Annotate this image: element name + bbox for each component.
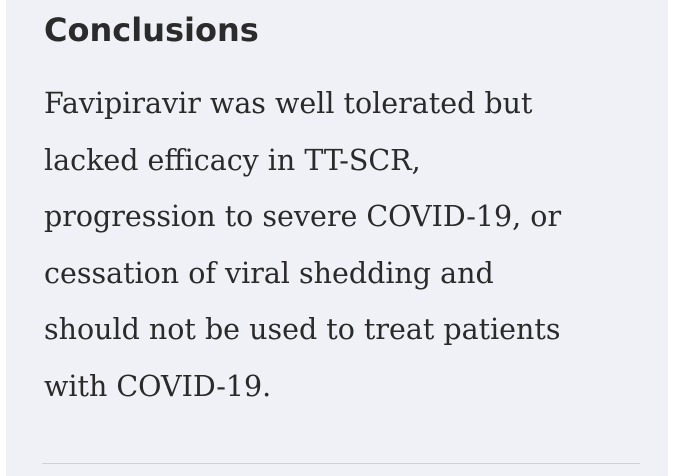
body-line: cessation of viral shedding and [44,256,494,290]
body-line: with COVID-19. [44,369,272,403]
conclusions-panel: Conclusions Favipiravir was well tolerat… [6,0,668,476]
body-line: should not be used to treat patients [44,313,561,346]
body-line: lacked efficacy in TT-SCR, [44,143,421,177]
section-heading: Conclusions [44,11,259,49]
section-body: Favipiravir was well tolerated but lacked… [44,76,561,415]
divider [42,463,640,464]
body-line: progression to severe COVID-19, or [44,200,562,233]
body-line: Favipiravir was well tolerated but [44,87,533,120]
